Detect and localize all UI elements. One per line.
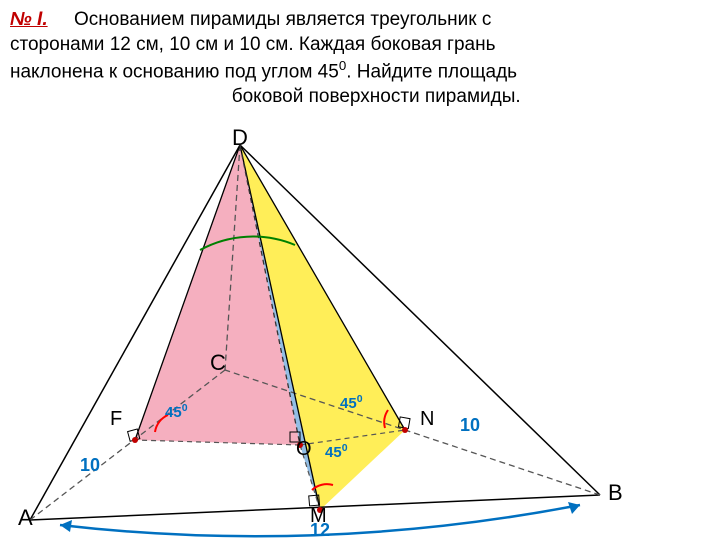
side-AC: 10 bbox=[80, 455, 100, 476]
label-D: D bbox=[232, 125, 248, 151]
label-C: C bbox=[210, 350, 226, 376]
side-AB: 12 bbox=[310, 520, 330, 541]
point-N bbox=[402, 427, 408, 433]
label-F: F bbox=[110, 408, 122, 431]
angle-M: 450 bbox=[325, 442, 348, 461]
label-B: B bbox=[608, 480, 623, 506]
label-A: A bbox=[18, 505, 33, 531]
angle-N: 450 bbox=[340, 393, 363, 412]
angle-F: 450 bbox=[165, 402, 188, 421]
label-N: N bbox=[420, 408, 434, 431]
pyramid-diagram bbox=[0, 0, 720, 540]
arrow-A bbox=[60, 520, 72, 532]
side-BC: 10 bbox=[460, 415, 480, 436]
label-O: O bbox=[296, 438, 312, 461]
point-F bbox=[132, 437, 138, 443]
